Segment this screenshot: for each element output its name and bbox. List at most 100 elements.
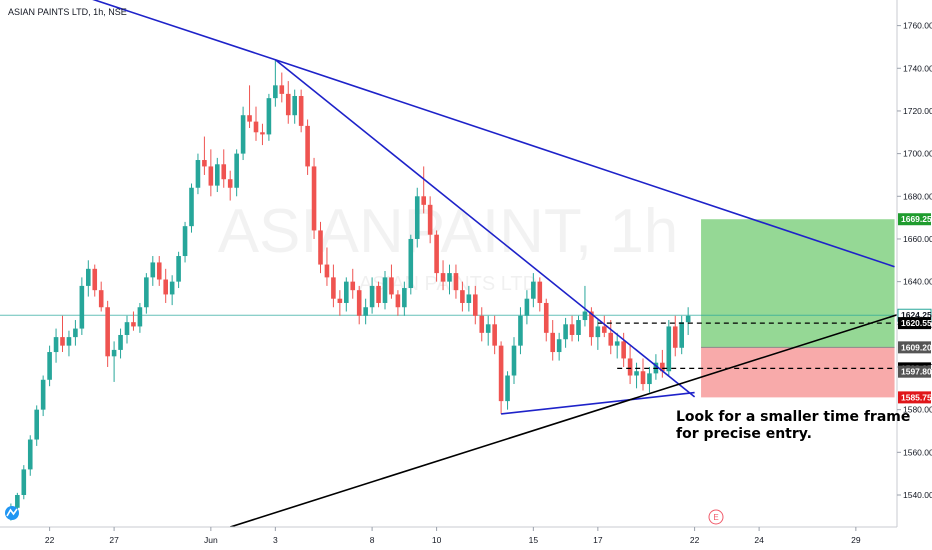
loss-zone	[701, 347, 895, 398]
price-tag: 1620.55	[898, 317, 932, 330]
candle-body	[202, 160, 207, 167]
price-tag-bg	[898, 213, 931, 226]
candle	[34, 405, 39, 446]
candle	[260, 123, 265, 146]
candle	[292, 89, 297, 124]
candle	[176, 251, 181, 289]
candle-body	[350, 281, 356, 291]
candle	[144, 273, 149, 314]
candle	[221, 149, 227, 188]
candle-body	[634, 371, 639, 376]
y-tick-label: 1740.00	[903, 63, 932, 73]
candle-body	[73, 328, 78, 338]
candle-body	[15, 494, 20, 508]
candle-body	[53, 337, 59, 353]
x-tick-label: 22	[690, 535, 700, 545]
candle-body	[492, 324, 497, 346]
candle-body	[156, 262, 162, 280]
candle-body	[189, 187, 194, 227]
candle	[647, 366, 652, 393]
candle	[576, 315, 581, 342]
candle	[518, 307, 523, 355]
candle	[356, 285, 362, 325]
candle	[447, 264, 452, 295]
candle-body	[111, 349, 117, 357]
candle	[473, 285, 478, 325]
candle-body	[627, 358, 633, 376]
candle	[621, 332, 626, 367]
candle	[440, 260, 446, 291]
y-tick-label: 1540.00	[903, 490, 932, 500]
candle-body	[537, 281, 543, 303]
candle	[627, 345, 633, 385]
candle-body	[389, 277, 394, 295]
candle-body	[137, 307, 143, 327]
candle	[98, 281, 104, 312]
y-tick-label: 1580.00	[903, 405, 932, 415]
candle-body	[518, 315, 523, 346]
candle	[685, 307, 691, 335]
candle	[253, 106, 259, 141]
candle	[660, 349, 665, 378]
candle	[634, 362, 639, 389]
candle	[344, 277, 349, 312]
event-label: E	[713, 513, 718, 522]
candle-body	[324, 264, 330, 278]
x-tick-label: 27	[109, 535, 119, 545]
candle-body	[621, 341, 626, 359]
candle	[537, 277, 543, 312]
candle	[202, 136, 207, 175]
candle-body	[447, 273, 452, 282]
candle	[414, 187, 420, 248]
candle	[105, 300, 110, 367]
candle	[608, 320, 614, 355]
candle-body	[105, 307, 110, 357]
price-tag-label: 1624.25	[901, 310, 932, 320]
candle-body	[363, 307, 368, 316]
candle-body	[685, 315, 691, 323]
candle-body	[479, 315, 485, 333]
candle	[363, 298, 368, 325]
candle-body	[311, 166, 317, 231]
candle-body	[21, 469, 27, 495]
candle	[305, 119, 310, 175]
candle-body	[679, 322, 684, 348]
candle	[247, 85, 252, 129]
candle-body	[131, 322, 136, 327]
candle-body	[79, 285, 85, 329]
candle-body	[169, 281, 175, 295]
candle-body	[505, 375, 510, 402]
earnings-event-marker: E	[708, 509, 724, 525]
candle	[163, 268, 168, 303]
candle	[382, 270, 388, 310]
candle	[531, 273, 536, 308]
x-tick-label: 24	[754, 535, 764, 545]
trendline-long-support	[229, 310, 908, 528]
candle	[279, 72, 285, 103]
candle-body	[647, 373, 652, 385]
candle	[550, 320, 555, 361]
price-tags: 1669.251624.251620.551609.201599.351597.…	[897, 213, 932, 404]
candle-body	[195, 160, 201, 188]
candle	[582, 285, 588, 327]
candle-body	[369, 285, 375, 308]
price-tag-bg	[898, 391, 931, 404]
candle-body	[247, 115, 252, 122]
price-tag: 1585.75	[898, 391, 932, 404]
candle	[672, 315, 678, 357]
candle-body	[66, 337, 72, 346]
candle	[21, 465, 27, 500]
candle	[227, 170, 233, 201]
candle	[453, 264, 459, 299]
candle	[27, 435, 33, 476]
price-tag-bg	[898, 317, 931, 330]
candle	[285, 81, 291, 124]
candle	[111, 341, 117, 382]
candle-body	[221, 164, 227, 180]
candle	[40, 375, 46, 417]
candle-body	[124, 322, 130, 335]
time-axis: 22 27 Jun 3 8 10 15 17 22 24 29	[45, 527, 861, 545]
candle-body	[511, 345, 517, 376]
candle	[679, 315, 684, 355]
